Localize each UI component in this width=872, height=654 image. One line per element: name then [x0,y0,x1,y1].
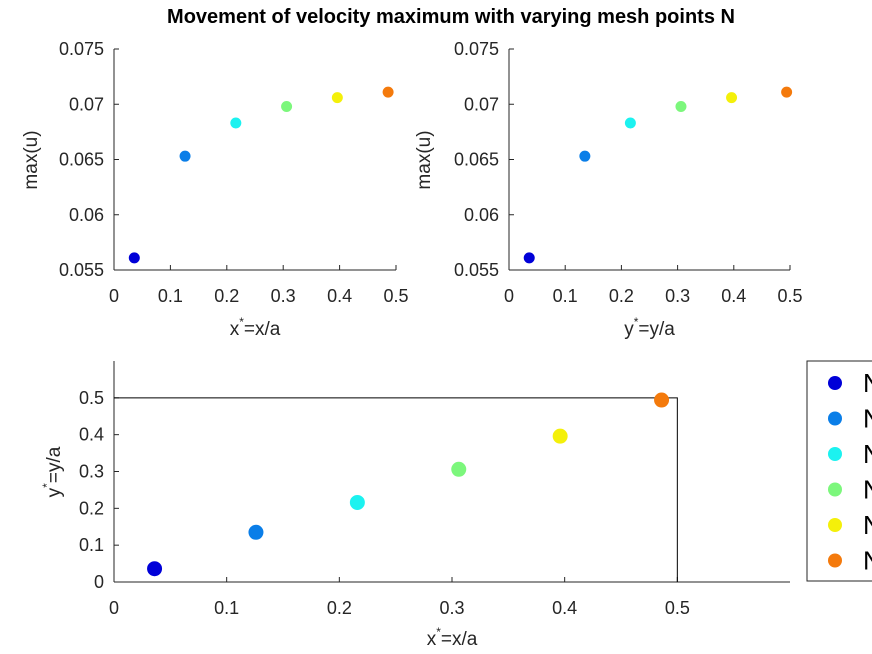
figure-title: Movement of velocity maximum with varyin… [167,6,735,28]
domain-boundary [114,397,678,582]
x-tick-label: 0.4 [552,598,577,618]
x-axis-label: x*=x/a [230,315,281,340]
plot-top-right: 0 0.1 0.2 0.3 0.4 0.5 0.055 0.06 0.065 0.07 0.075 y… [414,39,803,340]
data-point [179,150,191,162]
x-tick-label: 0.4 [327,286,352,306]
x-axis-label-base: y [624,319,634,340]
y-axis-label-base: y [44,487,65,497]
plots-layer: 0 0.1 0.2 0.3 0.4 0.5 0.055 0.06 0.065 0.07 0.075 x… [21,39,803,650]
y-tick-label: 0 [94,572,104,592]
y-tick-label: 0.06 [69,205,104,225]
x-axis-label-rest: =y/a [638,319,675,340]
legend-marker [828,376,842,390]
x-tick-label: 0 [504,286,514,306]
data-point [230,117,242,129]
legend-marker [828,411,842,426]
y-tick-label: 0.3 [79,462,104,482]
x-axis-label-base: x [230,319,240,340]
legend: NNNNNN [806,360,872,582]
y-tick-label: 0.065 [454,150,499,170]
x-tick-label: 0.2 [609,286,634,306]
x-tick-label: 0.2 [327,598,352,618]
legend-box [806,360,872,582]
x-tick-label: 0.4 [721,286,746,306]
data-point [128,252,140,264]
x-tick-label: 0.3 [271,286,296,306]
legend-marker [828,518,842,532]
data-point [382,86,394,98]
plot-bottom: 0 0.1 0.2 0.3 0.4 0.500.10.20.30.40.5x*=x/ay*… [40,361,790,650]
data-point [349,494,365,510]
x-tick-label: 0.2 [214,286,239,306]
legend-label: N [863,510,872,540]
data-point [579,150,591,162]
x-axis-label-sup: * [239,315,244,329]
legend-label: N [863,546,872,576]
data-point [654,392,670,408]
data-point [248,524,264,540]
y-tick-label: 0.4 [79,425,104,445]
x-axis-label: x*=x/a [427,625,478,650]
data-point [726,92,738,104]
x-axis-label-rest: =x/a [244,319,281,340]
y-axis-label-sup: * [40,483,54,488]
y-tick-label: 0.1 [79,535,104,555]
plot-top-left: 0 0.1 0.2 0.3 0.4 0.5 0.055 0.06 0.065 0.07 0.075 x… [21,39,409,340]
y-tick-label: 0.5 [79,388,104,408]
x-tick-label: 0.5 [383,286,408,306]
x-tick-label: 0.1 [553,286,578,306]
x-tick-label: 0.5 [777,286,802,306]
x-axis-label-sup: * [634,315,639,329]
data-point [451,461,467,477]
legend-label: N [863,475,872,505]
data-point [523,252,535,264]
y-tick-label: 0.07 [69,94,104,114]
data-point [675,100,687,112]
y-tick-label: 0.055 [59,260,104,280]
x-tick-label: 0.1 [214,598,239,618]
data-point [552,428,568,444]
data-point [781,86,793,98]
legend-label: N [863,404,872,434]
y-tick-label: 0.065 [59,150,104,170]
x-axis-label-sup: * [436,625,441,639]
data-point [147,561,163,577]
x-tick-label: 0 [109,286,119,306]
legend-marker [828,553,842,568]
x-tick-label: 0.1 [158,286,183,306]
legend-label: N [863,439,872,469]
y-tick-label: 0.06 [464,205,499,225]
legend-marker [828,447,842,461]
data-point [624,117,636,129]
x-tick-label: 0.5 [665,598,690,618]
x-tick-label: 0.3 [665,286,690,306]
y-tick-label: 0.2 [79,498,104,518]
y-axis-label: y*=y/a [40,446,65,497]
y-axis-label: max(u) [414,130,435,189]
x-axis-label-base: x [427,629,437,650]
data-point [331,92,343,104]
y-tick-label: 0.075 [454,39,499,59]
x-axis-label-rest: =x/a [441,629,478,650]
x-tick-label: 0.3 [439,598,464,618]
data-point [281,100,293,112]
y-tick-label: 0.075 [59,39,104,59]
x-axis-label: y*=y/a [624,315,675,340]
y-tick-label: 0.055 [454,260,499,280]
x-tick-label: 0 [109,598,119,618]
y-axis-label: max(u) [21,130,42,189]
y-axis-label-rest: =y/a [44,446,65,483]
legend-label: N [863,368,872,398]
y-tick-label: 0.07 [464,94,499,114]
legend-marker [828,482,842,497]
